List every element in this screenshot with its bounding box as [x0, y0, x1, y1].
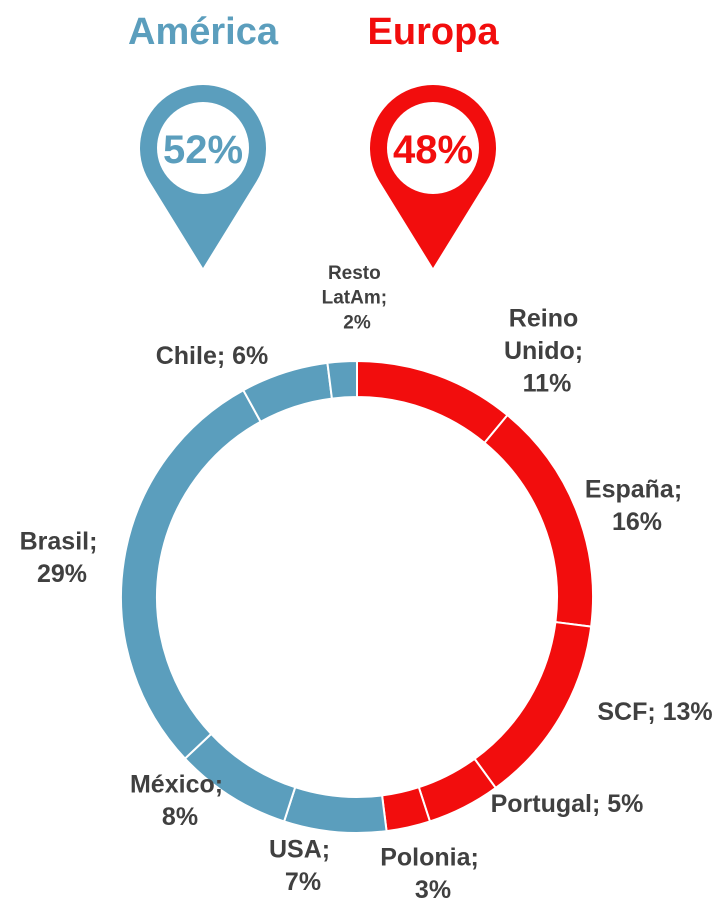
pin-hole: [387, 102, 479, 194]
data-label: Chile; 6%: [156, 342, 269, 370]
data-label: México; 8%: [130, 771, 230, 832]
region-value: 52%: [163, 128, 243, 172]
donut-slice: [282, 785, 388, 834]
data-label: Reino Unido; 11%: [504, 304, 590, 397]
donut-slice: [241, 361, 334, 424]
donut-slice: [473, 620, 593, 790]
data-label: SCF; 13%: [597, 698, 712, 726]
data-label: Portugal; 5%: [491, 790, 644, 818]
data-label: Brasil; 29%: [20, 528, 105, 589]
data-label: Resto LatAm; 2%: [322, 263, 393, 333]
data-label: España; 16%: [585, 476, 689, 537]
region-value: 48%: [393, 128, 473, 172]
pin-hole: [157, 102, 249, 194]
data-label: Polonia; 3%: [380, 844, 486, 905]
donut-slice: [483, 413, 594, 628]
donut-slice: [120, 388, 263, 760]
donut-slice: [326, 359, 358, 400]
region-title: América: [128, 11, 279, 53]
data-label: USA; 7%: [269, 836, 337, 897]
region-title: Europa: [368, 11, 500, 53]
donut-slice: [356, 359, 509, 445]
